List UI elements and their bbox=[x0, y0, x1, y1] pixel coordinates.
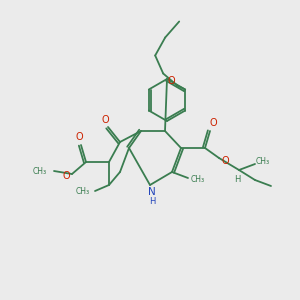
Text: O: O bbox=[167, 76, 175, 86]
Text: CH₃: CH₃ bbox=[191, 175, 205, 184]
Text: N: N bbox=[148, 187, 156, 197]
Text: O: O bbox=[75, 132, 83, 142]
Text: O: O bbox=[101, 115, 109, 125]
Text: O: O bbox=[221, 156, 229, 166]
Text: CH₃: CH₃ bbox=[256, 158, 270, 166]
Text: H: H bbox=[234, 175, 240, 184]
Text: H: H bbox=[149, 196, 155, 206]
Text: O: O bbox=[209, 118, 217, 128]
Text: CH₃: CH₃ bbox=[76, 188, 90, 196]
Text: O: O bbox=[62, 171, 70, 181]
Text: CH₃: CH₃ bbox=[33, 167, 47, 176]
